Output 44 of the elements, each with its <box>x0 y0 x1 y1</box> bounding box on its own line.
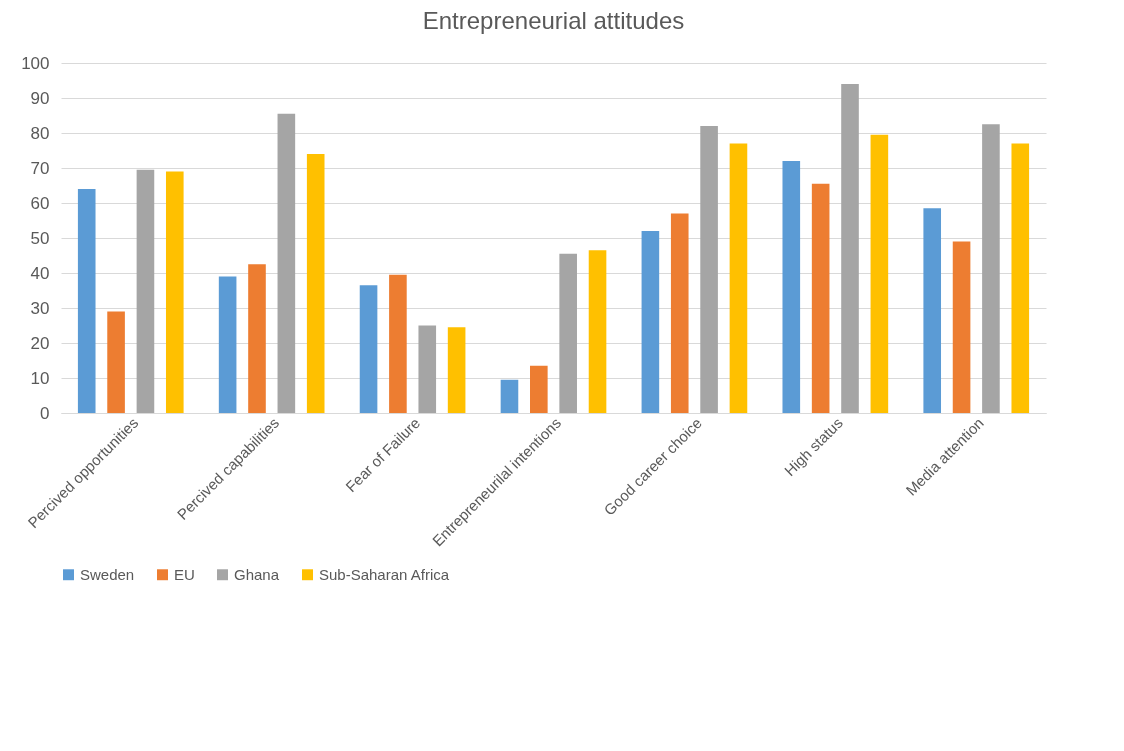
bar <box>218 276 237 413</box>
legend-label: Sweden <box>80 565 135 583</box>
y-tick-label: 100 <box>21 53 50 73</box>
bar <box>418 325 437 413</box>
y-tick-label: 50 <box>30 228 50 248</box>
bar <box>248 264 266 413</box>
y-tick-label: 30 <box>30 298 50 318</box>
bar <box>1011 143 1030 413</box>
bar <box>923 208 942 413</box>
bar <box>107 311 125 413</box>
y-tick-label: 60 <box>30 193 50 213</box>
bar <box>700 126 718 413</box>
bar <box>982 124 1000 413</box>
y-tick-label: 80 <box>30 123 50 143</box>
bar <box>306 154 325 413</box>
bar <box>588 250 607 413</box>
bar <box>559 253 577 413</box>
y-tick-label: 40 <box>30 263 50 283</box>
y-tick-label: 90 <box>30 88 50 108</box>
chart-title: Entrepreneurial attitudes <box>422 7 685 34</box>
bar <box>136 169 155 413</box>
y-tick-label: 70 <box>30 158 50 178</box>
bar <box>447 327 466 413</box>
bar <box>841 84 859 413</box>
bar <box>359 285 378 413</box>
bar <box>77 189 96 413</box>
bar <box>952 241 971 413</box>
y-tick-label: 0 <box>40 403 50 423</box>
bar <box>277 113 296 413</box>
y-tick-label: 10 <box>30 368 50 388</box>
bar <box>729 143 748 413</box>
legend-label: Sub-Saharan Africa <box>319 565 450 583</box>
bar <box>530 365 548 413</box>
y-tick-label: 20 <box>30 333 50 353</box>
bar <box>389 274 407 413</box>
legend-label: Ghana <box>234 565 280 583</box>
bar <box>782 161 801 413</box>
legend-label: EU <box>174 565 195 583</box>
bar <box>500 379 519 413</box>
bar <box>641 231 660 413</box>
bar <box>670 213 689 413</box>
bar <box>870 134 889 413</box>
bar <box>165 171 184 413</box>
bar <box>811 183 830 413</box>
